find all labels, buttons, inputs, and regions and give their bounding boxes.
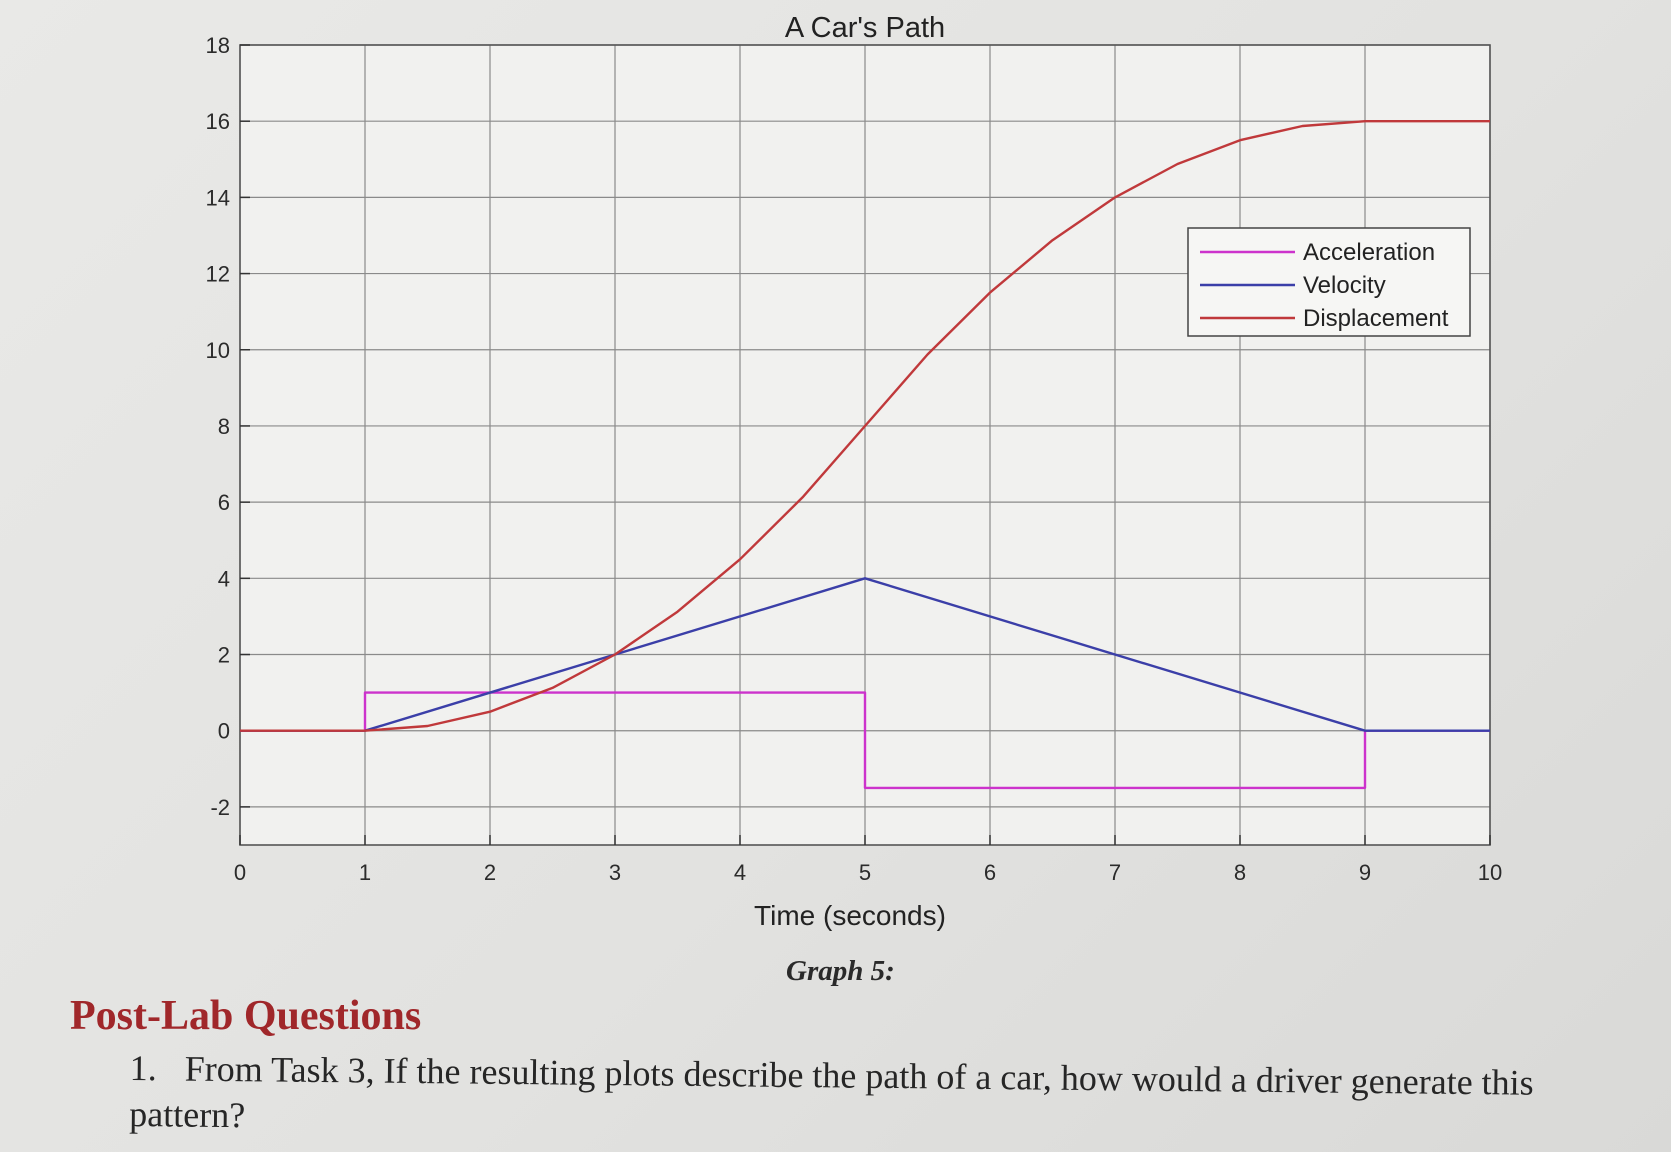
x-tick-label: 3 [609, 860, 621, 885]
x-tick-label: 2 [484, 860, 496, 885]
legend-label-acceleration: Acceleration [1303, 239, 1435, 266]
x-tick-label: 0 [234, 860, 246, 885]
x-axis-ticks: 0 1 2 3 4 5 6 7 8 9 10 [234, 835, 1502, 885]
y-tick-label: 8 [218, 414, 230, 439]
series-lines [240, 119, 1490, 790]
displacement-line [240, 119, 1490, 732]
y-tick-label: -2 [210, 795, 230, 820]
question-1: 1. From Task 3, If the resulting plots de… [129, 1045, 1650, 1152]
legend: Acceleration Velocity Displacement [1187, 227, 1471, 337]
y-tick-label: 10 [206, 338, 230, 363]
x-tick-label: 6 [984, 860, 996, 885]
x-tick-label: 5 [859, 860, 871, 885]
question-text: From Task 3, If the resulting plots desc… [129, 1048, 1534, 1136]
acceleration-line [240, 691, 1490, 790]
legend-label-displacement: Displacement [1303, 305, 1449, 332]
y-tick-label: 4 [218, 566, 230, 591]
graph-caption: Graph 5: [786, 955, 895, 987]
y-tick-label: 6 [218, 490, 230, 515]
y-tick-label: 12 [206, 262, 230, 287]
x-axis-label: Time (seconds) [754, 900, 946, 931]
x-tick-label: 8 [1234, 860, 1246, 885]
y-tick-label: 18 [206, 33, 230, 58]
x-tick-label: 4 [734, 860, 746, 885]
legend-label-velocity: Velocity [1303, 272, 1386, 299]
x-tick-label: 7 [1109, 860, 1121, 885]
post-lab-heading: Post-Lab Questions [70, 993, 422, 1039]
x-tick-label: 10 [1478, 860, 1502, 885]
y-tick-label: 0 [218, 719, 230, 744]
y-tick-label: 14 [206, 185, 230, 210]
chart-title: A Car's Path [785, 12, 945, 44]
y-tick-label: 16 [206, 109, 230, 134]
x-tick-label: 9 [1359, 860, 1371, 885]
y-axis-ticks: 18 16 14 12 10 8 6 4 2 0 -2 [206, 33, 250, 820]
x-tick-label: 1 [359, 860, 371, 885]
question-number: 1. [129, 1047, 157, 1089]
y-tick-label: 2 [218, 643, 230, 668]
